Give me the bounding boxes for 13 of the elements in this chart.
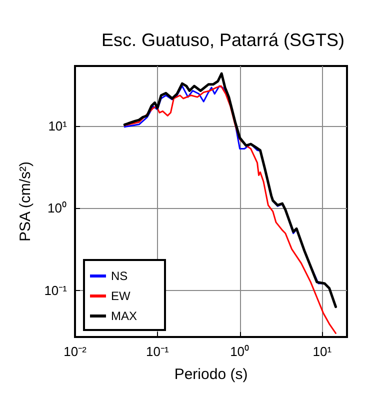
y-tick-label: 10¹ [48,118,68,134]
x-tick-label: 10¹ [312,344,332,359]
legend-label: NS [111,269,128,283]
y-axis-title: PSA (cm/s²) [17,161,34,242]
chart-title: Esc. Guatuso, Patarrá (SGTS) [101,30,345,50]
legend-label: MAX [111,309,138,323]
legend-label: EW [111,289,132,303]
y-tick-label: 10⁰ [48,200,67,216]
y-tick-label: 10⁻¹ [44,282,68,298]
x-axis-title: Periodo (s) [174,366,248,383]
x-tick-label: 10⁻¹ [146,344,170,359]
x-tick-label: 10⁰ [230,344,250,359]
x-tick-label: 10⁻² [64,344,88,359]
